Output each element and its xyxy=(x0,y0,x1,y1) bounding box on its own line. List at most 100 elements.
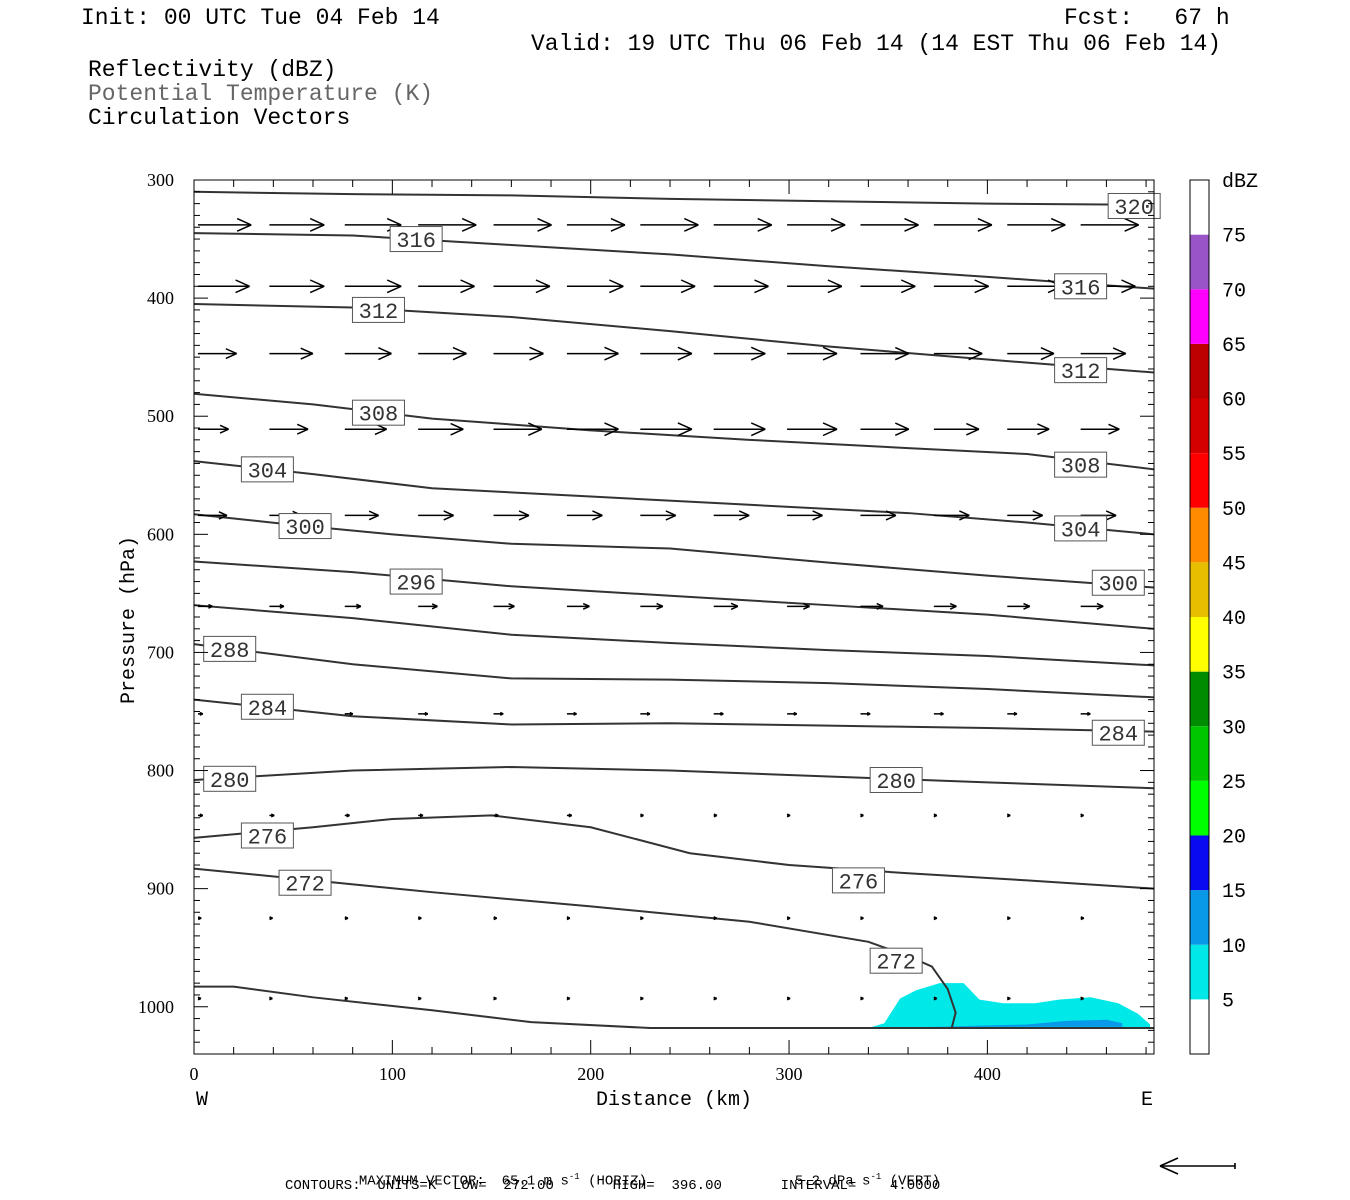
contour-label-272: 272 xyxy=(278,869,332,898)
circulation-vector xyxy=(640,813,644,818)
circulation-vector xyxy=(269,996,273,1001)
circulation-vector xyxy=(640,510,677,521)
circulation-vector xyxy=(418,279,475,294)
circulation-vector xyxy=(418,813,424,818)
contour-label-box xyxy=(240,456,294,483)
contour-label-text: 312 xyxy=(359,300,399,325)
circulation-vector xyxy=(1080,602,1104,610)
contour-label-text: 300 xyxy=(1098,573,1138,598)
colorbar-level-label: 5 xyxy=(1222,990,1234,1013)
circulation-vector xyxy=(198,279,250,294)
circulation-vector xyxy=(713,916,718,921)
contour-label-box xyxy=(389,568,443,595)
circulation-vector xyxy=(787,711,798,716)
colorbar-level-label: 50 xyxy=(1222,499,1246,522)
circulation-vector xyxy=(418,916,422,921)
contour-label-box xyxy=(869,766,923,793)
reference-vector-arrow xyxy=(1159,1157,1236,1175)
circulation-vector xyxy=(860,996,864,1001)
contour-info: CONTOURS: UNITS=K LOW= 272.00 HIGH= 396.… xyxy=(285,1178,941,1194)
colorbar-swatch xyxy=(1190,289,1209,344)
contour-label-text: 280 xyxy=(210,769,250,794)
circulation-vector xyxy=(713,422,766,437)
circulation-vector xyxy=(198,603,213,609)
theta-contours xyxy=(193,190,1155,1030)
contour-label-box xyxy=(351,399,405,426)
circulation-vector xyxy=(198,424,229,434)
circulation-vector xyxy=(640,346,693,361)
colorbar-level-label: 30 xyxy=(1222,717,1246,740)
circulation-vector xyxy=(933,279,989,294)
colorbar-level-label: 75 xyxy=(1222,226,1246,249)
colorbar-swatch xyxy=(1190,944,1209,1000)
circulation-vector xyxy=(566,916,571,921)
max-vector-line: MAXIMUM VECTOR: 65.1 m s-1 (HORIZ) xyxy=(342,1159,647,1189)
circulation-vector xyxy=(933,813,938,818)
circulation-vector xyxy=(344,603,362,610)
circulation-vector xyxy=(933,422,980,436)
circulation-vector xyxy=(198,348,237,360)
forecast-hour: Fcst: 67 h xyxy=(1064,5,1230,31)
x-axis-title: Distance (km) xyxy=(596,1089,752,1112)
colorbar-swatch xyxy=(1190,562,1209,617)
circulation-vector xyxy=(418,217,477,232)
colorbar-swatch xyxy=(1190,726,1209,781)
circulation-vector xyxy=(713,711,724,716)
circulation-vector xyxy=(493,510,530,521)
contour-label-box xyxy=(1054,357,1108,384)
colorbar-swatch xyxy=(1190,617,1209,672)
colorbar-unit: dBZ xyxy=(1222,171,1258,194)
field-vectors-label: Circulation Vectors xyxy=(88,105,351,131)
contour-label-text: 316 xyxy=(396,229,436,254)
circulation-vector xyxy=(933,916,938,921)
contour-label-276: 276 xyxy=(831,867,885,895)
circulation-vector xyxy=(566,279,624,294)
circulation-vector xyxy=(566,996,571,1001)
contour-label-text: 284 xyxy=(248,697,288,722)
colorbar-swatch xyxy=(1190,890,1209,945)
contour-label-box xyxy=(1107,192,1161,219)
x-tick-label: 400 xyxy=(974,1064,1001,1084)
circulation-vector xyxy=(344,510,379,521)
circulation-vector xyxy=(344,813,350,818)
circulation-vector xyxy=(640,422,693,437)
circulation-vector xyxy=(640,279,696,294)
circulation-vector xyxy=(269,279,325,294)
circulation-vector xyxy=(1080,996,1084,1001)
colorbar-swatch xyxy=(1190,234,1209,290)
x-axis-right-end-label: E xyxy=(1141,1089,1153,1112)
circulation-vector xyxy=(860,346,910,361)
x-tick-label: 200 xyxy=(577,1064,604,1084)
horiz-label: (HORIZ) xyxy=(579,1173,647,1190)
theta-contour-284 xyxy=(193,698,1155,733)
circulation-vector xyxy=(493,217,552,232)
circulation-vector xyxy=(1080,711,1091,716)
x-tick-label: 300 xyxy=(776,1064,803,1084)
y-tick-label: 900 xyxy=(147,879,174,899)
contour-label-box xyxy=(1091,569,1145,596)
circulation-vector xyxy=(198,711,204,716)
vert-label: (VERT) xyxy=(881,1173,941,1190)
contour-label-box xyxy=(1054,273,1108,300)
contour-label-320: 320 xyxy=(1107,192,1161,221)
y-tick-label: 300 xyxy=(147,170,174,190)
contour-label-box xyxy=(869,947,923,974)
init-time: Init: 00 UTC Tue 04 Feb 14 xyxy=(81,5,440,31)
contour-label-text: 296 xyxy=(396,572,436,597)
contour-label-text: 280 xyxy=(876,770,916,795)
circulation-vector xyxy=(566,711,577,716)
circulation-vector xyxy=(269,916,273,921)
colorbar-swatch xyxy=(1190,835,1209,891)
circulation-vector xyxy=(1007,423,1050,436)
y-tick-label: 500 xyxy=(147,406,174,426)
y-tick-label: 700 xyxy=(147,642,174,662)
circulation-vector xyxy=(269,423,309,435)
contour-label-284: 284 xyxy=(1091,719,1145,748)
colorbar-level-label: 45 xyxy=(1222,553,1246,576)
circulation-vector xyxy=(566,602,590,610)
contour-label-300: 300 xyxy=(278,513,332,541)
circulation-vector xyxy=(493,916,498,921)
contour-label-text: 312 xyxy=(1061,360,1101,385)
y-tick-label: 1000 xyxy=(138,997,174,1017)
circulation-vector xyxy=(1007,347,1055,361)
